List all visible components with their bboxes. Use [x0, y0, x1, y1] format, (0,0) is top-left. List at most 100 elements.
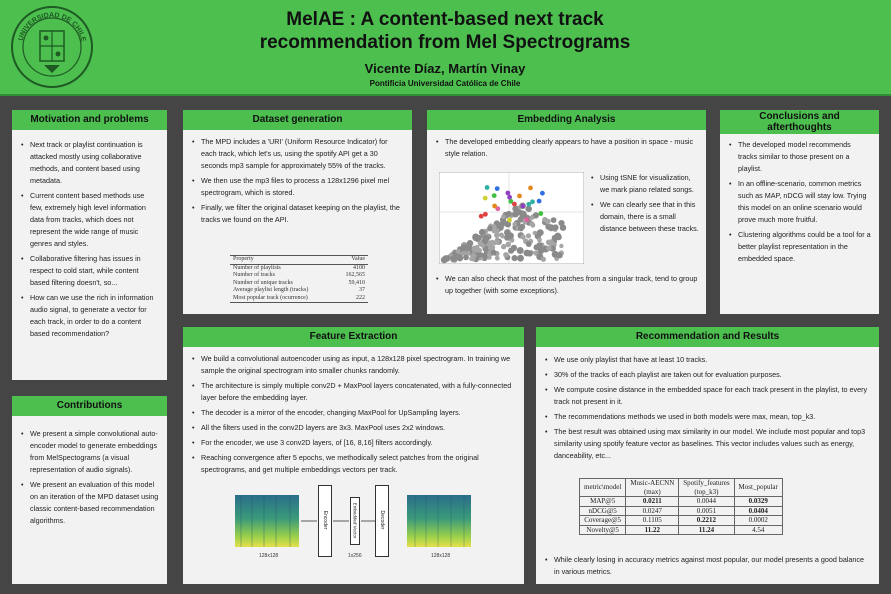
tsne-point [490, 245, 495, 250]
table-header: Value [335, 256, 368, 265]
conclusions-title: Conclusions and afterthoughts [720, 110, 879, 134]
table-cell: 222 [335, 295, 368, 303]
table-cell: 4100 [335, 264, 368, 272]
tsne-point-highlight [521, 204, 526, 209]
table-cell: 0.0002 [734, 516, 782, 526]
table-cell: 11.22 [626, 525, 679, 535]
table-cell: 0.1105 [626, 516, 679, 526]
table-cell: 0.2212 [679, 516, 734, 526]
table-row: MAP@5 0.0211 0.0044 0.0329 [580, 497, 783, 507]
tsne-point [477, 248, 482, 253]
table-header: Most_popular [734, 479, 782, 497]
tsne-point [500, 234, 504, 238]
table-cell: 59,410 [335, 280, 368, 288]
list-item: For the encoder, we use 3 conv2D layers,… [191, 437, 516, 449]
list-item: The best result was obtained using max s… [544, 426, 871, 462]
table-row: Number of tracks 162,565 [230, 272, 368, 280]
tsne-point [463, 255, 469, 261]
tsne-point [494, 239, 500, 245]
table-cell: 4.54 [734, 525, 782, 535]
title-line-2: recommendation from Mel Spectrograms [180, 31, 710, 54]
table-cell: 0.0404 [734, 506, 782, 516]
list-item: The decoder is a mirror of the encoder, … [191, 407, 516, 419]
tsne-point-highlight [517, 194, 522, 199]
tsne-point [537, 238, 542, 243]
tsne-point [469, 257, 473, 261]
tsne-point-highlight [526, 202, 531, 207]
dataset-title: Dataset generation [183, 110, 412, 130]
table-cell: Novelty@5 [580, 525, 626, 535]
list-item: The developed model recommends tracks si… [728, 139, 871, 175]
tsne-point [537, 230, 543, 236]
tsne-point-highlight [485, 185, 490, 190]
table-cell: Number of unique tracks [230, 280, 335, 288]
table-row: Novelty@5 11.22 11.24 4.54 [580, 525, 783, 535]
list-item: Using tSNE for visualization, we mark pi… [590, 172, 700, 196]
diagram-arrows [301, 517, 381, 525]
tsne-point-highlight [495, 186, 500, 191]
conclusions-list: The developed model recommends tracks si… [720, 134, 879, 265]
table-header: Spotify_features (top_k3) [679, 479, 734, 497]
table-cell: nDCG@5 [580, 506, 626, 516]
dataset-table: Property Value Number of playlists 4100 … [230, 255, 368, 303]
tsne-point [551, 217, 557, 223]
embedded-dim-label: 1x256 [348, 553, 362, 559]
tsne-point [534, 244, 540, 250]
tsne-point [558, 220, 564, 226]
feature-panel: Feature Extraction We build a convolutio… [183, 327, 524, 584]
tsne-point [507, 232, 514, 239]
tsne-point [483, 235, 489, 241]
tsne-point [444, 255, 450, 261]
list-item: Clustering algorithms could be a tool fo… [728, 229, 871, 265]
tsne-point-highlight [506, 191, 511, 196]
tsne-point [506, 242, 512, 248]
authors: Vicente Díaz, Martín Vinay [180, 61, 710, 76]
tsne-point [552, 224, 558, 230]
table-cell: 0.0051 [679, 506, 734, 516]
input-size-label: 128x128 [259, 553, 278, 559]
tsne-point [542, 217, 547, 222]
feature-title: Feature Extraction [183, 327, 524, 347]
list-item: Current content based methods use few, e… [20, 190, 159, 250]
table-row: Coverage@5 0.1105 0.2212 0.0002 [580, 516, 783, 526]
dataset-list: The MPD includes a 'URI' (Uniform Resour… [183, 130, 412, 226]
tsne-scatter-plot [439, 172, 584, 264]
table-cell: 162,565 [335, 272, 368, 280]
tsne-point [520, 234, 525, 239]
list-item: We can clearly see that in this domain, … [590, 199, 700, 235]
table-cell: 37 [335, 287, 368, 295]
table-row: Number of unique tracks 59,410 [230, 280, 368, 288]
tsne-point [503, 252, 509, 258]
table-row: Average playlist length (tracks) 37 [230, 287, 368, 295]
tsne-point [501, 215, 506, 220]
list-item: We compute cosine distance in the embedd… [544, 384, 871, 408]
tsne-point [467, 240, 474, 247]
tsne-point [461, 244, 468, 251]
tsne-point-highlight [524, 217, 529, 222]
results-table: metric\model Music-AECNN (max) Spotify_fe… [579, 478, 783, 535]
results-panel: Recommendation and Results We use only p… [536, 327, 879, 584]
results-bottom-list: While clearly losing in accuracy metrics… [544, 554, 871, 581]
table-row: Number of playlists 4100 [230, 264, 368, 272]
tsne-point-highlight [483, 212, 488, 217]
embedding-panel: Embedding Analysis The developed embeddi… [427, 110, 706, 314]
contributions-title: Contributions [12, 396, 167, 416]
results-list: We use only playlist that have at least … [536, 347, 879, 462]
header-line: (max) [630, 488, 674, 497]
tsne-point [482, 253, 488, 259]
tsne-point [530, 221, 535, 226]
table-cell: Number of playlists [230, 264, 335, 272]
tsne-point [512, 222, 517, 227]
tsne-point [479, 229, 485, 235]
table-cell: 11.24 [679, 525, 734, 535]
table-header-row: metric\model Music-AECNN (max) Spotify_fe… [580, 479, 783, 497]
table-cell: Most popular track (ocurrence) [230, 295, 335, 303]
tsne-point [479, 242, 484, 247]
list-item: All the filters used in the conv2D layer… [191, 422, 516, 434]
list-item: We build a convolutional autoencoder usi… [191, 353, 516, 377]
motivation-title: Motivation and problems [12, 110, 167, 130]
tsne-point [526, 233, 531, 238]
conclusions-title-line-2: afterthoughts [720, 122, 879, 133]
table-cell: 0.0247 [626, 506, 679, 516]
tsne-point [451, 255, 458, 262]
